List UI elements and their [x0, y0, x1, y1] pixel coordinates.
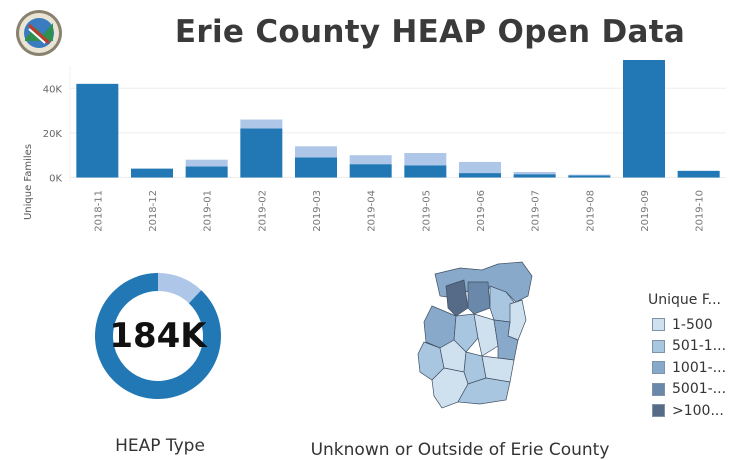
bar-2019-08-s0[interactable]: [568, 175, 611, 178]
bar-2019-01-s1[interactable]: [185, 159, 228, 167]
x-tick-label: 2018-11: [93, 190, 104, 232]
map-region[interactable]: [507, 299, 527, 341]
bar-2019-05-s0[interactable]: [404, 165, 447, 178]
legend-swatch: [652, 361, 665, 375]
monthly-families-bar-chart: 0K 20K 40K 2018-11 2018-12 2019-01 2019-02 201…: [23, 60, 726, 232]
page-title: Erie County HEAP Open Data: [174, 14, 686, 50]
bar-2019-05-s1[interactable]: [404, 153, 447, 166]
bar-2019-02-s0[interactable]: [240, 128, 283, 178]
legend-item[interactable]: 501-1...: [648, 336, 736, 358]
map-legend: Unique F... 1-500 501-1... 1001-... 5001-..…: [648, 292, 736, 422]
map-region[interactable]: [473, 313, 499, 357]
bar-2019-06-s0[interactable]: [459, 173, 501, 178]
x-tick-label: 2019-10: [695, 190, 706, 232]
legend-label: 5001-...: [672, 381, 727, 398]
legend-label: 501-1...: [672, 338, 727, 355]
bar-2018-11-s0[interactable]: [76, 83, 119, 178]
legend-swatch: [652, 318, 665, 332]
x-tick-label: 2019-05: [421, 190, 432, 232]
x-tick-label: 2019-03: [312, 190, 323, 232]
y-tick-label: 40K: [43, 84, 63, 95]
legend-label: 1-500: [672, 316, 713, 333]
map-region[interactable]: [457, 377, 511, 405]
map-region[interactable]: [467, 281, 491, 315]
map-region[interactable]: [453, 313, 479, 353]
legend-swatch: [652, 339, 665, 353]
map-region[interactable]: [445, 279, 469, 317]
legend-swatch: [652, 404, 665, 418]
x-tick-label: 2019-08: [585, 190, 596, 232]
legend-item[interactable]: 1-500: [648, 314, 736, 336]
bar-2019-07-s1[interactable]: [513, 171, 556, 175]
bar-2019-10-s0[interactable]: [677, 170, 720, 178]
legend-item[interactable]: 5001-...: [648, 379, 736, 401]
x-tick-label: 2019-06: [476, 190, 487, 232]
legend-item[interactable]: 1001-...: [648, 357, 736, 379]
erie-county-choropleth-map[interactable]: [410, 256, 540, 416]
donut-slice-1[interactable]: [158, 273, 202, 304]
y-tick-label: 0K: [49, 174, 62, 185]
bar-2019-09-s0[interactable]: [623, 60, 665, 178]
legend-swatch: [652, 382, 665, 396]
bar-2019-03-s0[interactable]: [295, 157, 337, 178]
legend-title: Unique F...: [648, 292, 721, 308]
county-seal-icon: [16, 10, 62, 56]
x-tick-label: 2019-04: [367, 190, 378, 232]
x-tick-label: 2019-02: [257, 190, 268, 232]
bar-2019-02-s1[interactable]: [240, 119, 283, 129]
legend-item[interactable]: >100...: [648, 400, 736, 422]
x-tick-label: 2018-12: [148, 190, 159, 232]
bar-2019-03-s1[interactable]: [295, 146, 337, 158]
bar-2018-12-s0[interactable]: [131, 168, 173, 178]
y-tick-label: 20K: [43, 129, 63, 140]
map-caption: Unknown or Outside of Erie County: [310, 440, 610, 460]
bar-2019-07-s0[interactable]: [513, 174, 556, 178]
bar-2019-04-s0[interactable]: [349, 164, 392, 178]
bar-2019-06-s1[interactable]: [459, 161, 501, 174]
x-tick-label: 2019-01: [203, 190, 214, 232]
donut-center-total: 184K: [109, 316, 207, 356]
x-tick-label: 2019-07: [531, 190, 542, 232]
heap-type-donut-chart: [94, 273, 222, 399]
legend-label: >100...: [672, 402, 724, 419]
legend-label: 1001-...: [672, 359, 727, 376]
bar-2019-08-s1[interactable]: [568, 174, 611, 176]
x-tick-label: 2019-09: [640, 190, 651, 232]
y-axis-label: Unique Familes: [23, 144, 34, 220]
bar-2019-04-s1[interactable]: [349, 155, 392, 165]
map-region[interactable]: [481, 355, 515, 383]
heap-type-caption: HEAP Type: [115, 436, 205, 456]
bar-2019-01-s0[interactable]: [185, 166, 228, 178]
map-region[interactable]: [493, 319, 519, 361]
